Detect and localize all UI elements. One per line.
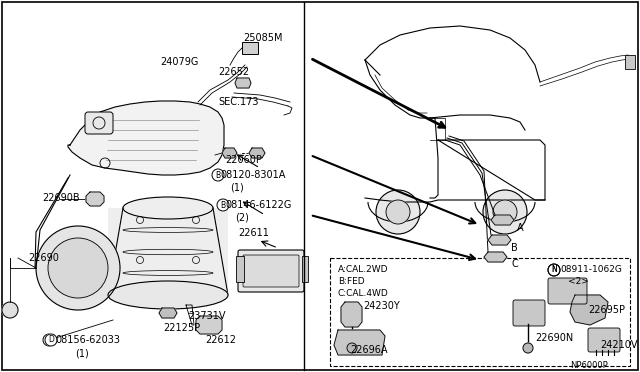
FancyBboxPatch shape <box>588 328 620 352</box>
FancyBboxPatch shape <box>85 112 113 134</box>
Polygon shape <box>488 235 511 245</box>
Circle shape <box>386 200 410 224</box>
Text: C: C <box>511 259 518 269</box>
Text: (1): (1) <box>230 183 244 193</box>
Ellipse shape <box>123 197 213 219</box>
Text: 23731V: 23731V <box>188 311 225 321</box>
Circle shape <box>376 190 420 234</box>
Circle shape <box>523 343 533 353</box>
Circle shape <box>548 264 560 276</box>
Polygon shape <box>159 308 177 318</box>
Text: (1): (1) <box>75 348 89 358</box>
FancyBboxPatch shape <box>108 208 228 295</box>
Text: 22612: 22612 <box>205 335 236 345</box>
Circle shape <box>483 190 527 234</box>
Bar <box>236 256 244 282</box>
Text: B: B <box>220 201 225 209</box>
Text: B: B <box>511 243 518 253</box>
FancyBboxPatch shape <box>238 250 304 292</box>
Circle shape <box>36 226 120 310</box>
Text: 22125P: 22125P <box>163 323 200 333</box>
Text: C:CAL.4WD: C:CAL.4WD <box>338 289 388 298</box>
Text: 22696A: 22696A <box>350 345 387 355</box>
Text: N: N <box>551 266 557 275</box>
Text: A:CAL.2WD: A:CAL.2WD <box>338 266 388 275</box>
Circle shape <box>45 334 57 346</box>
Text: 25085M: 25085M <box>243 33 282 43</box>
Polygon shape <box>222 148 237 158</box>
Polygon shape <box>334 330 385 355</box>
FancyBboxPatch shape <box>548 278 587 304</box>
Text: 08120-8301A: 08120-8301A <box>220 170 285 180</box>
Text: 22695P: 22695P <box>588 305 625 315</box>
Circle shape <box>48 238 108 298</box>
Polygon shape <box>570 295 608 325</box>
Circle shape <box>2 302 18 318</box>
Text: 22060P: 22060P <box>225 155 262 165</box>
Text: 08146-6122G: 08146-6122G <box>225 200 291 210</box>
Text: 08911-1062G: 08911-1062G <box>560 266 622 275</box>
Text: SEC.173: SEC.173 <box>218 97 259 107</box>
Text: 24210V: 24210V <box>600 340 637 350</box>
Polygon shape <box>341 302 362 327</box>
Text: 22690B: 22690B <box>42 193 79 203</box>
Bar <box>302 256 308 282</box>
Ellipse shape <box>108 281 228 309</box>
Polygon shape <box>249 148 265 158</box>
Text: (2): (2) <box>235 213 249 223</box>
FancyBboxPatch shape <box>243 255 299 287</box>
Text: N: N <box>551 266 557 275</box>
Circle shape <box>548 264 560 276</box>
Circle shape <box>212 169 224 181</box>
Text: 22690: 22690 <box>28 253 59 263</box>
Text: A: A <box>517 223 524 233</box>
Text: 22652: 22652 <box>218 67 249 77</box>
Bar <box>625 55 635 69</box>
Bar <box>330 258 630 366</box>
Text: D: D <box>48 336 54 344</box>
Text: 24079G: 24079G <box>160 57 198 67</box>
Polygon shape <box>235 78 251 88</box>
Circle shape <box>493 200 517 224</box>
Polygon shape <box>196 316 222 334</box>
Bar <box>242 42 258 54</box>
Text: 24230Y: 24230Y <box>363 301 400 311</box>
Polygon shape <box>86 192 104 206</box>
Polygon shape <box>68 101 224 175</box>
Circle shape <box>217 199 229 211</box>
Text: 22690N: 22690N <box>535 333 573 343</box>
Polygon shape <box>491 215 514 225</box>
Text: B: B <box>216 170 221 180</box>
Circle shape <box>347 343 357 353</box>
FancyBboxPatch shape <box>513 300 545 326</box>
Text: 22611: 22611 <box>238 228 269 238</box>
Polygon shape <box>484 252 507 262</box>
Text: 08156-62033: 08156-62033 <box>55 335 120 345</box>
Text: <2>: <2> <box>568 278 589 286</box>
Text: B:FED: B:FED <box>338 278 365 286</box>
Text: NP6000P: NP6000P <box>570 362 608 371</box>
